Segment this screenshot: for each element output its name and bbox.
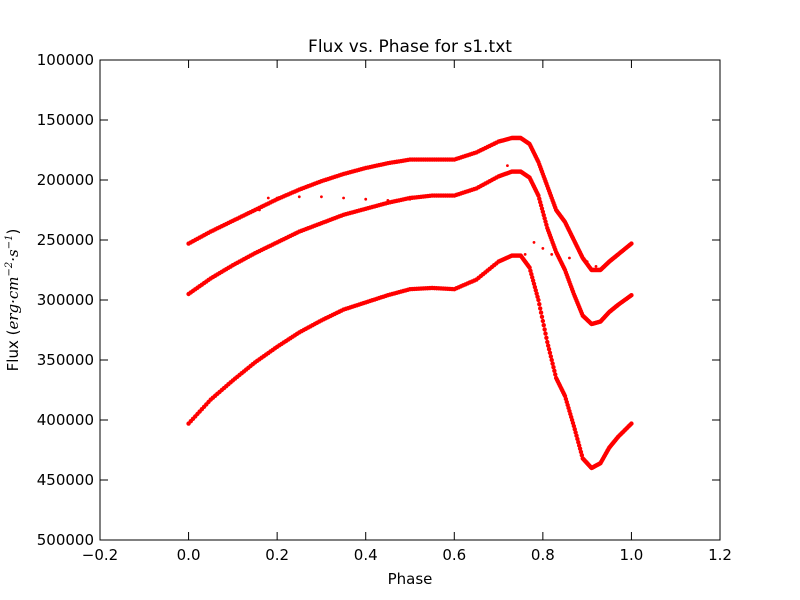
data-point (320, 195, 323, 199)
data-point (266, 196, 270, 200)
data-point (542, 327, 547, 332)
data-point (629, 421, 634, 426)
chart-title: Flux vs. Phase for s1.txt (308, 37, 512, 57)
data-point (550, 253, 554, 256)
data-point (547, 350, 553, 355)
x-tick-labels: −0.2 0.0 0.2 0.4 0.6 0.8 1.0 1.2 (82, 546, 732, 564)
data-point (559, 260, 562, 263)
x-tick-label: −0.2 (82, 546, 118, 564)
data-point (537, 302, 542, 307)
y-tick-label: 400000 (37, 411, 94, 429)
y-tick-label: 300000 (37, 291, 94, 309)
data-point (539, 314, 545, 319)
data-point (532, 241, 536, 244)
data-point (364, 197, 368, 201)
plot-frame (99, 59, 721, 541)
data-point (551, 365, 556, 370)
data-point (629, 241, 634, 246)
data-point (546, 347, 552, 352)
y-axis-label: Flux (erg·cm−2·s−1) (4, 229, 22, 372)
data-point (541, 247, 545, 250)
y-axis-label-prefix: Flux ( (4, 330, 22, 372)
data-point (297, 195, 301, 199)
data-point (552, 368, 557, 373)
data-point (258, 208, 261, 212)
data-point (585, 260, 589, 263)
x-axis-label: Phase (388, 570, 433, 588)
y-tick-label: 200000 (37, 171, 94, 189)
x-tick-label: 1.2 (708, 546, 732, 564)
y-axis-label-exponent-1: −2 (4, 262, 15, 277)
data-point (550, 361, 555, 366)
data-markers (186, 135, 634, 471)
data-point (544, 335, 549, 340)
y-axis-label-suffix: ) (4, 229, 22, 235)
x-tick-label: 0.2 (265, 546, 289, 564)
series-4 (258, 195, 412, 212)
data-point (506, 164, 509, 168)
y-axis-label-unit: erg·cm (4, 276, 22, 329)
data-point (553, 372, 558, 377)
data-point (541, 323, 546, 328)
x-tick-label: 1.0 (619, 546, 643, 564)
plot-background (100, 60, 720, 540)
data-point (568, 256, 571, 260)
data-point (275, 196, 279, 200)
y-axis-label-unit-2: ·s (4, 249, 22, 262)
data-point (386, 199, 390, 202)
y-tick-label: 250000 (37, 231, 94, 249)
data-point (545, 339, 550, 345)
data-point (549, 357, 554, 363)
data-point (536, 297, 541, 303)
y-tick-label: 350000 (37, 351, 94, 369)
series-1 (186, 135, 634, 273)
x-tick-label: 0.0 (177, 546, 201, 564)
series-5 (497, 164, 598, 268)
series-2 (186, 169, 634, 327)
data-point (523, 253, 527, 256)
data-point (576, 248, 580, 252)
y-tick-label: 100000 (37, 51, 94, 69)
data-point (543, 331, 548, 336)
data-point (629, 293, 634, 298)
data-point (538, 310, 544, 315)
series-3 (186, 253, 634, 471)
y-tick-label: 500000 (37, 531, 94, 549)
x-tick-label: 0.4 (354, 546, 378, 564)
plot-area (99, 59, 721, 541)
y-axis-label-exponent-2: −1 (4, 235, 15, 250)
data-point (408, 197, 412, 201)
data-point (540, 318, 546, 324)
y-tick-labels: 100000 150000 200000 250000 300000 350000 4000… (37, 51, 94, 549)
data-point (548, 354, 554, 359)
data-point (342, 196, 345, 200)
data-point (497, 175, 500, 178)
data-point (538, 306, 543, 311)
data-point (545, 343, 551, 348)
x-tick-label: 0.6 (442, 546, 466, 564)
data-point (594, 265, 598, 268)
y-tick-label: 150000 (37, 111, 94, 129)
x-tick-label: 0.8 (531, 546, 555, 564)
y-tick-label: 450000 (37, 471, 94, 489)
